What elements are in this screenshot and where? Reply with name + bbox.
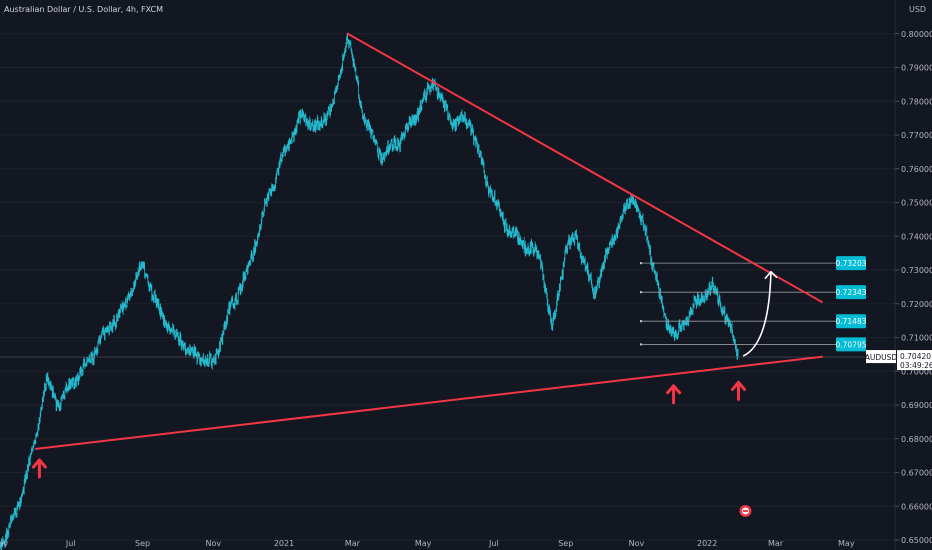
price-levels[interactable]: 0.73203 0.72343 0.71483 0.70795 [0, 256, 867, 358]
y-tick-label: 0.73000 [901, 266, 932, 275]
y-tick-label: 0.77000 [901, 131, 932, 140]
last-price-label: 0.70420 [900, 352, 931, 361]
y-tick-label: 0.75000 [901, 199, 932, 208]
projection-arrow[interactable] [742, 270, 778, 357]
level-label: 0.73203 [835, 259, 866, 268]
trendlines[interactable] [34, 32, 823, 450]
up-arrow-head [730, 380, 746, 391]
y-tick-label: 0.78000 [901, 97, 932, 106]
trendline-support[interactable] [34, 355, 823, 450]
last-price-tag-box [897, 350, 932, 371]
chart-title: Australian Dollar / U.S. Dollar, 4h, FXC… [4, 5, 163, 14]
price-series[interactable] [0, 32, 739, 550]
x-tick-label: May [415, 539, 432, 548]
level-label-box[interactable] [836, 256, 866, 271]
x-tick-label: Nov [629, 539, 645, 548]
y-tick-label: 0.68000 [901, 435, 932, 444]
y-tick-label: 0.71000 [901, 334, 932, 343]
x-tick-label: 2021 [274, 539, 294, 548]
x-tick-label: Jul [65, 539, 76, 548]
level-label-box[interactable] [836, 285, 866, 300]
time-axis[interactable]: May Jul Sep Nov 2021 Mar May Jul Sep Nov 2022 Mar Ma… [0, 539, 855, 548]
price-axis-panel[interactable] [895, 0, 932, 550]
y-tick-label: 0.66000 [901, 502, 932, 511]
x-tick-label: Nov [206, 539, 222, 548]
projection-curve[interactable] [742, 271, 772, 357]
level-label: 0.71483 [835, 317, 866, 326]
price-axis[interactable]: 0.80000 0.79000 0.78000 0.77000 0.76000 0.750… [895, 30, 932, 545]
y-tick-label: 0.70000 [901, 367, 932, 376]
symbol-tag: AUDUSD [865, 353, 898, 362]
x-tick-label: May [838, 539, 855, 548]
x-tick-label: Jul [488, 539, 499, 548]
y-tick-label: 0.69000 [901, 401, 932, 410]
record-circle-icon[interactable] [739, 504, 752, 517]
grid [0, 33, 895, 541]
level-label: 0.72343 [835, 288, 866, 297]
level-label: 0.70795 [835, 340, 866, 349]
trendline-resistance[interactable] [346, 32, 823, 304]
countdown-label: 03:49:26 [900, 361, 932, 370]
x-tick-label: Sep [135, 539, 150, 548]
x-tick-label: Mar [768, 539, 784, 548]
level-label-box[interactable] [836, 337, 866, 352]
up-arrow-head [31, 458, 47, 469]
level-label-box[interactable] [836, 314, 866, 329]
x-tick-label: Sep [558, 539, 573, 548]
y-tick-label: 0.67000 [901, 469, 932, 478]
projection-arrowhead [764, 270, 778, 280]
y-tick-label: 0.80000 [901, 30, 932, 39]
symbol-tag-box [866, 350, 896, 364]
y-tick-label: 0.65000 [901, 536, 932, 545]
x-tick-label: 2022 [697, 539, 717, 548]
currency-label: USD [909, 5, 926, 14]
y-tick-label: 0.79000 [901, 64, 932, 73]
y-tick-label: 0.76000 [901, 165, 932, 174]
y-tick-label: 0.74000 [901, 232, 932, 241]
x-tick-label: May [0, 539, 9, 548]
up-arrow-head [666, 384, 682, 395]
y-tick-label: 0.72000 [901, 300, 932, 309]
up-arrows[interactable] [31, 380, 746, 479]
marker-bar [742, 509, 748, 512]
x-tick-label: Mar [345, 539, 361, 548]
